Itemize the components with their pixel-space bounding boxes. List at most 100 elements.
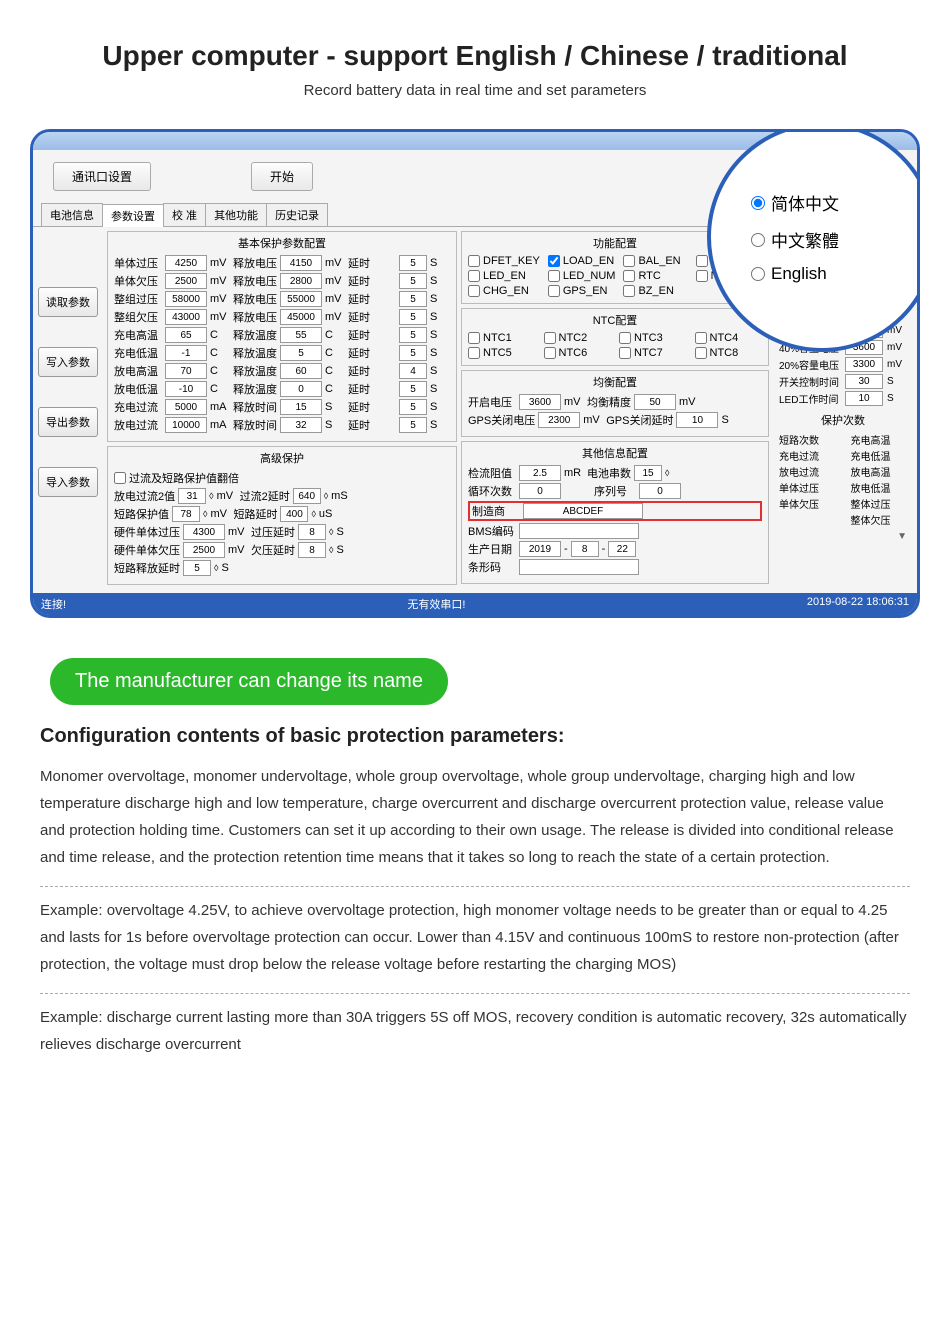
basic-v2-7[interactable] xyxy=(280,381,322,397)
tab-0[interactable]: 电池信息 xyxy=(41,203,103,226)
sidebar-btn-3[interactable]: 导入参数 xyxy=(38,467,98,497)
sc-release-input[interactable] xyxy=(183,560,211,576)
divider xyxy=(40,993,910,994)
func-BZ_EN[interactable]: BZ_EN xyxy=(623,285,687,297)
section-heading: Configuration contents of basic protecti… xyxy=(40,725,910,748)
basic-v2-9[interactable] xyxy=(280,417,322,433)
lang-en[interactable]: English xyxy=(751,264,920,284)
sidebar: 读取参数写入参数导出参数导入参数 xyxy=(33,227,103,593)
rp-7[interactable] xyxy=(845,374,883,389)
lang-zh-tw[interactable]: 中文繁體 xyxy=(751,227,920,252)
date-y-input[interactable] xyxy=(519,541,561,557)
basic-v3-2[interactable] xyxy=(399,291,427,307)
lang-zh-cn[interactable]: 简体中文 xyxy=(751,190,920,215)
bal-start-input[interactable] xyxy=(519,394,561,410)
basic-v2-3[interactable] xyxy=(280,309,322,325)
basic-v-0[interactable] xyxy=(165,255,207,271)
sidebar-btn-1[interactable]: 写入参数 xyxy=(38,347,98,377)
basic-v-2[interactable] xyxy=(165,291,207,307)
double-protect-checkbox[interactable]: 过流及短路保护值翻倍 xyxy=(114,470,239,486)
basic-v-6[interactable] xyxy=(165,363,207,379)
basic-v3-7[interactable] xyxy=(399,381,427,397)
tab-4[interactable]: 历史记录 xyxy=(266,203,328,226)
hw-ov-input[interactable] xyxy=(183,524,225,540)
sidebar-btn-2[interactable]: 导出参数 xyxy=(38,407,98,437)
ntc-2[interactable]: NTC3 xyxy=(619,332,687,344)
basic-v-8[interactable] xyxy=(165,399,207,415)
cycle-count-input[interactable] xyxy=(519,483,561,499)
tab-2[interactable]: 校 准 xyxy=(163,203,206,226)
func-LOAD_EN[interactable]: LOAD_EN xyxy=(548,255,616,267)
rp-8[interactable] xyxy=(845,391,883,406)
gps-off-delay-input[interactable] xyxy=(676,412,718,428)
oc2-value-input[interactable] xyxy=(178,488,206,504)
basic-v2-5[interactable] xyxy=(280,345,322,361)
basic-v-7[interactable] xyxy=(165,381,207,397)
serial-input[interactable] xyxy=(639,483,681,499)
ntc-config-fieldset: NTC配置 NTC1NTC2NTC3NTC4NTC5NTC6NTC7NTC8 xyxy=(461,308,769,366)
status-bar: 连接! 无有效串口! 2019-08-22 18:06:31 xyxy=(33,593,917,615)
manufacturer-input[interactable] xyxy=(523,503,643,519)
basic-v2-0[interactable] xyxy=(280,255,322,271)
sc-delay-input[interactable] xyxy=(280,506,308,522)
app-window: 简体中文 中文繁體 English 通讯口设置 开始 升级 保存数据 电池信息参… xyxy=(30,129,920,618)
basic-v2-1[interactable] xyxy=(280,273,322,289)
barcode-input[interactable] xyxy=(519,559,639,575)
sidebar-btn-0[interactable]: 读取参数 xyxy=(38,287,98,317)
basic-v-9[interactable] xyxy=(165,417,207,433)
oc2-delay-input[interactable] xyxy=(293,488,321,504)
ntc-0[interactable]: NTC1 xyxy=(468,332,536,344)
basic-v3-5[interactable] xyxy=(399,345,427,361)
hw-uv-input[interactable] xyxy=(183,542,225,558)
cell-count-input[interactable] xyxy=(634,465,662,481)
bms-code-input[interactable] xyxy=(519,523,639,539)
banner: The manufacturer can change its name xyxy=(50,658,448,705)
ntc-7[interactable]: NTC8 xyxy=(695,347,763,359)
status-left: 连接! xyxy=(41,596,66,612)
basic-v-5[interactable] xyxy=(165,345,207,361)
uv-delay-input[interactable] xyxy=(298,542,326,558)
basic-v3-8[interactable] xyxy=(399,399,427,415)
rp-6[interactable] xyxy=(845,357,883,372)
comm-settings-button[interactable]: 通讯口设置 xyxy=(53,162,151,191)
basic-v2-2[interactable] xyxy=(280,291,322,307)
basic-v3-0[interactable] xyxy=(399,255,427,271)
func-BAL_EN[interactable]: BAL_EN xyxy=(623,255,687,267)
other-info-fieldset: 其他信息配置 检流阻值mR电池串数◊ 循环次数序列号 制造商 BMS编码 生产日… xyxy=(461,441,769,584)
ov-delay-input[interactable] xyxy=(298,524,326,540)
basic-v2-8[interactable] xyxy=(280,399,322,415)
sc-value-input[interactable] xyxy=(172,506,200,522)
ntc-3[interactable]: NTC4 xyxy=(695,332,763,344)
basic-v-3[interactable] xyxy=(165,309,207,325)
func-LED_EN[interactable]: LED_EN xyxy=(468,270,540,282)
bal-precision-input[interactable] xyxy=(634,394,676,410)
basic-v3-3[interactable] xyxy=(399,309,427,325)
start-button[interactable]: 开始 xyxy=(251,162,313,191)
basic-v-1[interactable] xyxy=(165,273,207,289)
basic-v3-4[interactable] xyxy=(399,327,427,343)
manufacturer-row: 制造商 xyxy=(468,501,762,521)
tab-1[interactable]: 参数设置 xyxy=(102,204,164,227)
basic-protection-fieldset: 基本保护参数配置 单体过压mV释放电压mV延时S单体欠压mV释放电压mV延时S整… xyxy=(107,231,457,442)
func-CHG_EN[interactable]: CHG_EN xyxy=(468,285,540,297)
func-LED_NUM[interactable]: LED_NUM xyxy=(548,270,616,282)
ntc-6[interactable]: NTC7 xyxy=(619,347,687,359)
date-d-input[interactable] xyxy=(608,541,636,557)
sense-r-input[interactable] xyxy=(519,465,561,481)
basic-v-4[interactable] xyxy=(165,327,207,343)
func-DFET_KEY[interactable]: DFET_KEY xyxy=(468,255,540,267)
basic-v2-6[interactable] xyxy=(280,363,322,379)
func-RTC[interactable]: RTC xyxy=(623,270,687,282)
tab-3[interactable]: 其他功能 xyxy=(205,203,267,226)
date-m-input[interactable] xyxy=(571,541,599,557)
func-GPS_EN[interactable]: GPS_EN xyxy=(548,285,616,297)
basic-v3-9[interactable] xyxy=(399,417,427,433)
balance-config-fieldset: 均衡配置 开启电压mV均衡精度mV GPS关闭电压mVGPS关闭延时S xyxy=(461,370,769,437)
ntc-4[interactable]: NTC5 xyxy=(468,347,536,359)
gps-off-v-input[interactable] xyxy=(538,412,580,428)
basic-v3-1[interactable] xyxy=(399,273,427,289)
ntc-1[interactable]: NTC2 xyxy=(544,332,612,344)
basic-v3-6[interactable] xyxy=(399,363,427,379)
basic-v2-4[interactable] xyxy=(280,327,322,343)
ntc-5[interactable]: NTC6 xyxy=(544,347,612,359)
